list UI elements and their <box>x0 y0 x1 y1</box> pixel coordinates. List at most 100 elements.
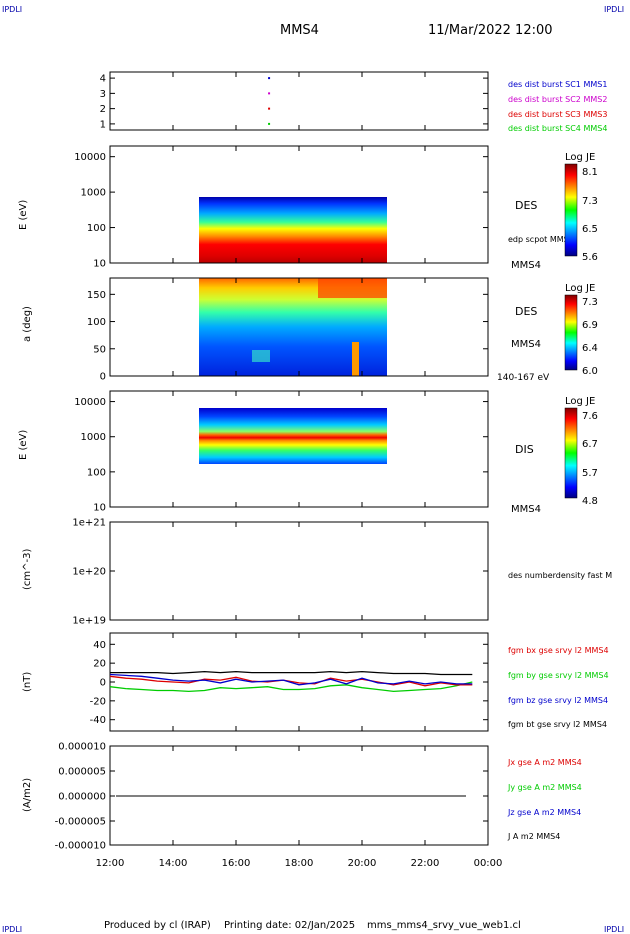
colorbar-1-tick: 6.5 <box>582 224 598 235</box>
y-tick-label: 2 <box>100 104 106 115</box>
pitch-hotspot <box>318 278 387 298</box>
edp-scpot-label: edp scpot MMS4 <box>508 235 574 244</box>
y-tick-label: 20 <box>93 659 106 670</box>
y-tick-label: 0 <box>100 678 106 689</box>
y-tick-label: 3 <box>100 89 106 100</box>
current-density-panel: 0.000010 0.000005 0.000000 -0.000005 -0.0000… <box>22 742 582 852</box>
y-tick-label: 40 <box>93 640 106 651</box>
time-tick-label: 16:00 <box>222 858 251 869</box>
y-tick-label: -0.000005 <box>55 817 106 828</box>
des-energy-sc: MMS4 <box>511 260 541 271</box>
y-tick-label: 0 <box>100 372 106 383</box>
colorbar-1-tick: 8.1 <box>582 167 598 178</box>
footer-logo-right: IPDLI <box>604 925 624 934</box>
mag-by-line <box>109 681 473 693</box>
dis-energy-sc: MMS4 <box>511 504 541 515</box>
legend-by: fgm by gse srvy l2 MMS4 <box>508 671 609 680</box>
current-density-ylabel: (A/m2) <box>22 778 33 812</box>
colorbar-title-3: Log JE <box>565 396 595 407</box>
y-tick-label: 1e+21 <box>72 518 106 529</box>
availability-panel: 4 3 2 1 des dist burst SC1 MMS1 des dist bu… <box>100 71 607 133</box>
time-tick-label: 00:00 <box>474 858 503 869</box>
des-pitch-panel: 150 100 50 0 a (deg) DES MMS4 140-167 eV Lo… <box>22 277 598 383</box>
logo-left: IPDLI <box>2 5 22 14</box>
density-ylabel: (cm^-3) <box>22 549 33 590</box>
mag-bz-line <box>109 673 473 686</box>
colorbar-3-tick: 5.7 <box>582 468 598 479</box>
colorbar-1-tick: 7.3 <box>582 196 598 207</box>
availability-point <box>268 92 271 95</box>
availability-point <box>268 77 271 80</box>
pitch-burst <box>352 342 359 376</box>
y-tick-label: 4 <box>100 74 106 85</box>
y-tick-label: -0.000010 <box>55 841 106 852</box>
des-energy-ylabel: E (eV) <box>18 200 29 230</box>
y-tick-label: 0.000000 <box>58 792 106 803</box>
y-tick-label: 10000 <box>74 397 106 408</box>
legend-mms3: des dist burst SC3 MMS3 <box>508 110 607 119</box>
legend-bx: fgm bx gse srvy l2 MMS4 <box>508 646 609 655</box>
colorbar-3 <box>564 407 578 499</box>
colorbar-title-2: Log JE <box>565 283 595 294</box>
pitch-patch <box>252 350 270 362</box>
time-tick-label: 14:00 <box>159 858 188 869</box>
des-pitch-instrument: DES <box>515 305 537 318</box>
legend-mms4: des dist burst SC4 MMS4 <box>508 124 607 133</box>
legend-jx: Jx gse A m2 MMS4 <box>507 758 582 767</box>
y-tick-label: 100 <box>87 223 106 234</box>
y-tick-label: 10 <box>93 259 106 270</box>
legend-bt: fgm bt gse srvy l2 MMS4 <box>508 720 607 729</box>
density-series-label: des numberdensity fast M <box>508 571 612 580</box>
des-pitch-ylabel: a (deg) <box>22 306 33 342</box>
mag-bx-line <box>109 675 473 687</box>
time-tick-label: 18:00 <box>285 858 314 869</box>
legend-mms2: des dist burst SC2 MMS2 <box>508 95 607 104</box>
colorbar-title-1: Log JE <box>565 152 595 163</box>
colorbar-3-tick: 4.8 <box>582 496 598 507</box>
density-frame <box>109 521 489 621</box>
mag-bt-line <box>110 670 473 676</box>
des-energy-panel: 10000 1000 100 10 E (eV) DES edp scpot MMS4… <box>18 145 598 271</box>
y-tick-label: 1000 <box>81 432 106 443</box>
availability-frame <box>109 71 489 131</box>
colorbar-2-tick: 7.3 <box>582 297 598 308</box>
y-tick-label: 100 <box>87 317 106 328</box>
y-tick-label: 1e+19 <box>72 616 106 627</box>
y-tick-label: 150 <box>87 290 106 301</box>
availability-point <box>268 107 271 110</box>
des-energy-instrument: DES <box>515 199 537 212</box>
y-tick-label: 0.000010 <box>58 742 106 753</box>
y-tick-label: 100 <box>87 467 106 478</box>
magnetic-field-ylabel: (nT) <box>22 672 33 692</box>
y-tick-label: 10 <box>93 503 106 514</box>
footer-printing-date: Printing date: 02/Jan/2025 <box>224 920 355 931</box>
colorbar-2-tick: 6.4 <box>582 343 598 354</box>
des-pitch-energy-band: 140-167 eV <box>497 373 550 383</box>
des-energy-spectrogram <box>199 197 387 263</box>
colorbar-3-tick: 7.6 <box>582 411 598 422</box>
y-tick-label: -20 <box>90 696 106 707</box>
colorbar-2-tick: 6.9 <box>582 320 598 331</box>
y-tick-label: 1000 <box>81 188 106 199</box>
time-tick-label: 22:00 <box>411 858 440 869</box>
y-tick-label: -40 <box>90 715 106 726</box>
dis-energy-panel: 10000 1000 100 10 E (eV) DIS MMS4 Log JE 7.… <box>18 390 598 515</box>
colorbar-3-tick: 6.7 <box>582 439 598 450</box>
colorbar-2 <box>564 294 578 371</box>
footer-credit: Produced by cl (IRAP) <box>104 920 211 931</box>
colorbar-2-tick: 6.0 <box>582 366 598 377</box>
footer-file: mms_mms4_srvy_vue_web1.cl <box>367 920 521 931</box>
des-pitch-sc: MMS4 <box>511 339 541 350</box>
y-tick-label: 1 <box>100 119 106 130</box>
legend-mms1: des dist burst SC1 MMS1 <box>508 80 607 89</box>
logo-right: IPDLI <box>604 5 624 14</box>
colorbar-1-tick: 5.6 <box>582 252 598 263</box>
y-tick-label: 1e+20 <box>72 567 106 578</box>
colorbar-1 <box>564 163 578 257</box>
availability-point <box>268 122 271 125</box>
dis-energy-ylabel: E (eV) <box>18 430 29 460</box>
legend-j: J A m2 MMS4 <box>507 832 560 841</box>
density-panel: 1e+21 1e+20 1e+19 (cm^-3) des numberdensit… <box>22 518 612 627</box>
legend-jy: Jy gse A m2 MMS4 <box>507 783 582 792</box>
